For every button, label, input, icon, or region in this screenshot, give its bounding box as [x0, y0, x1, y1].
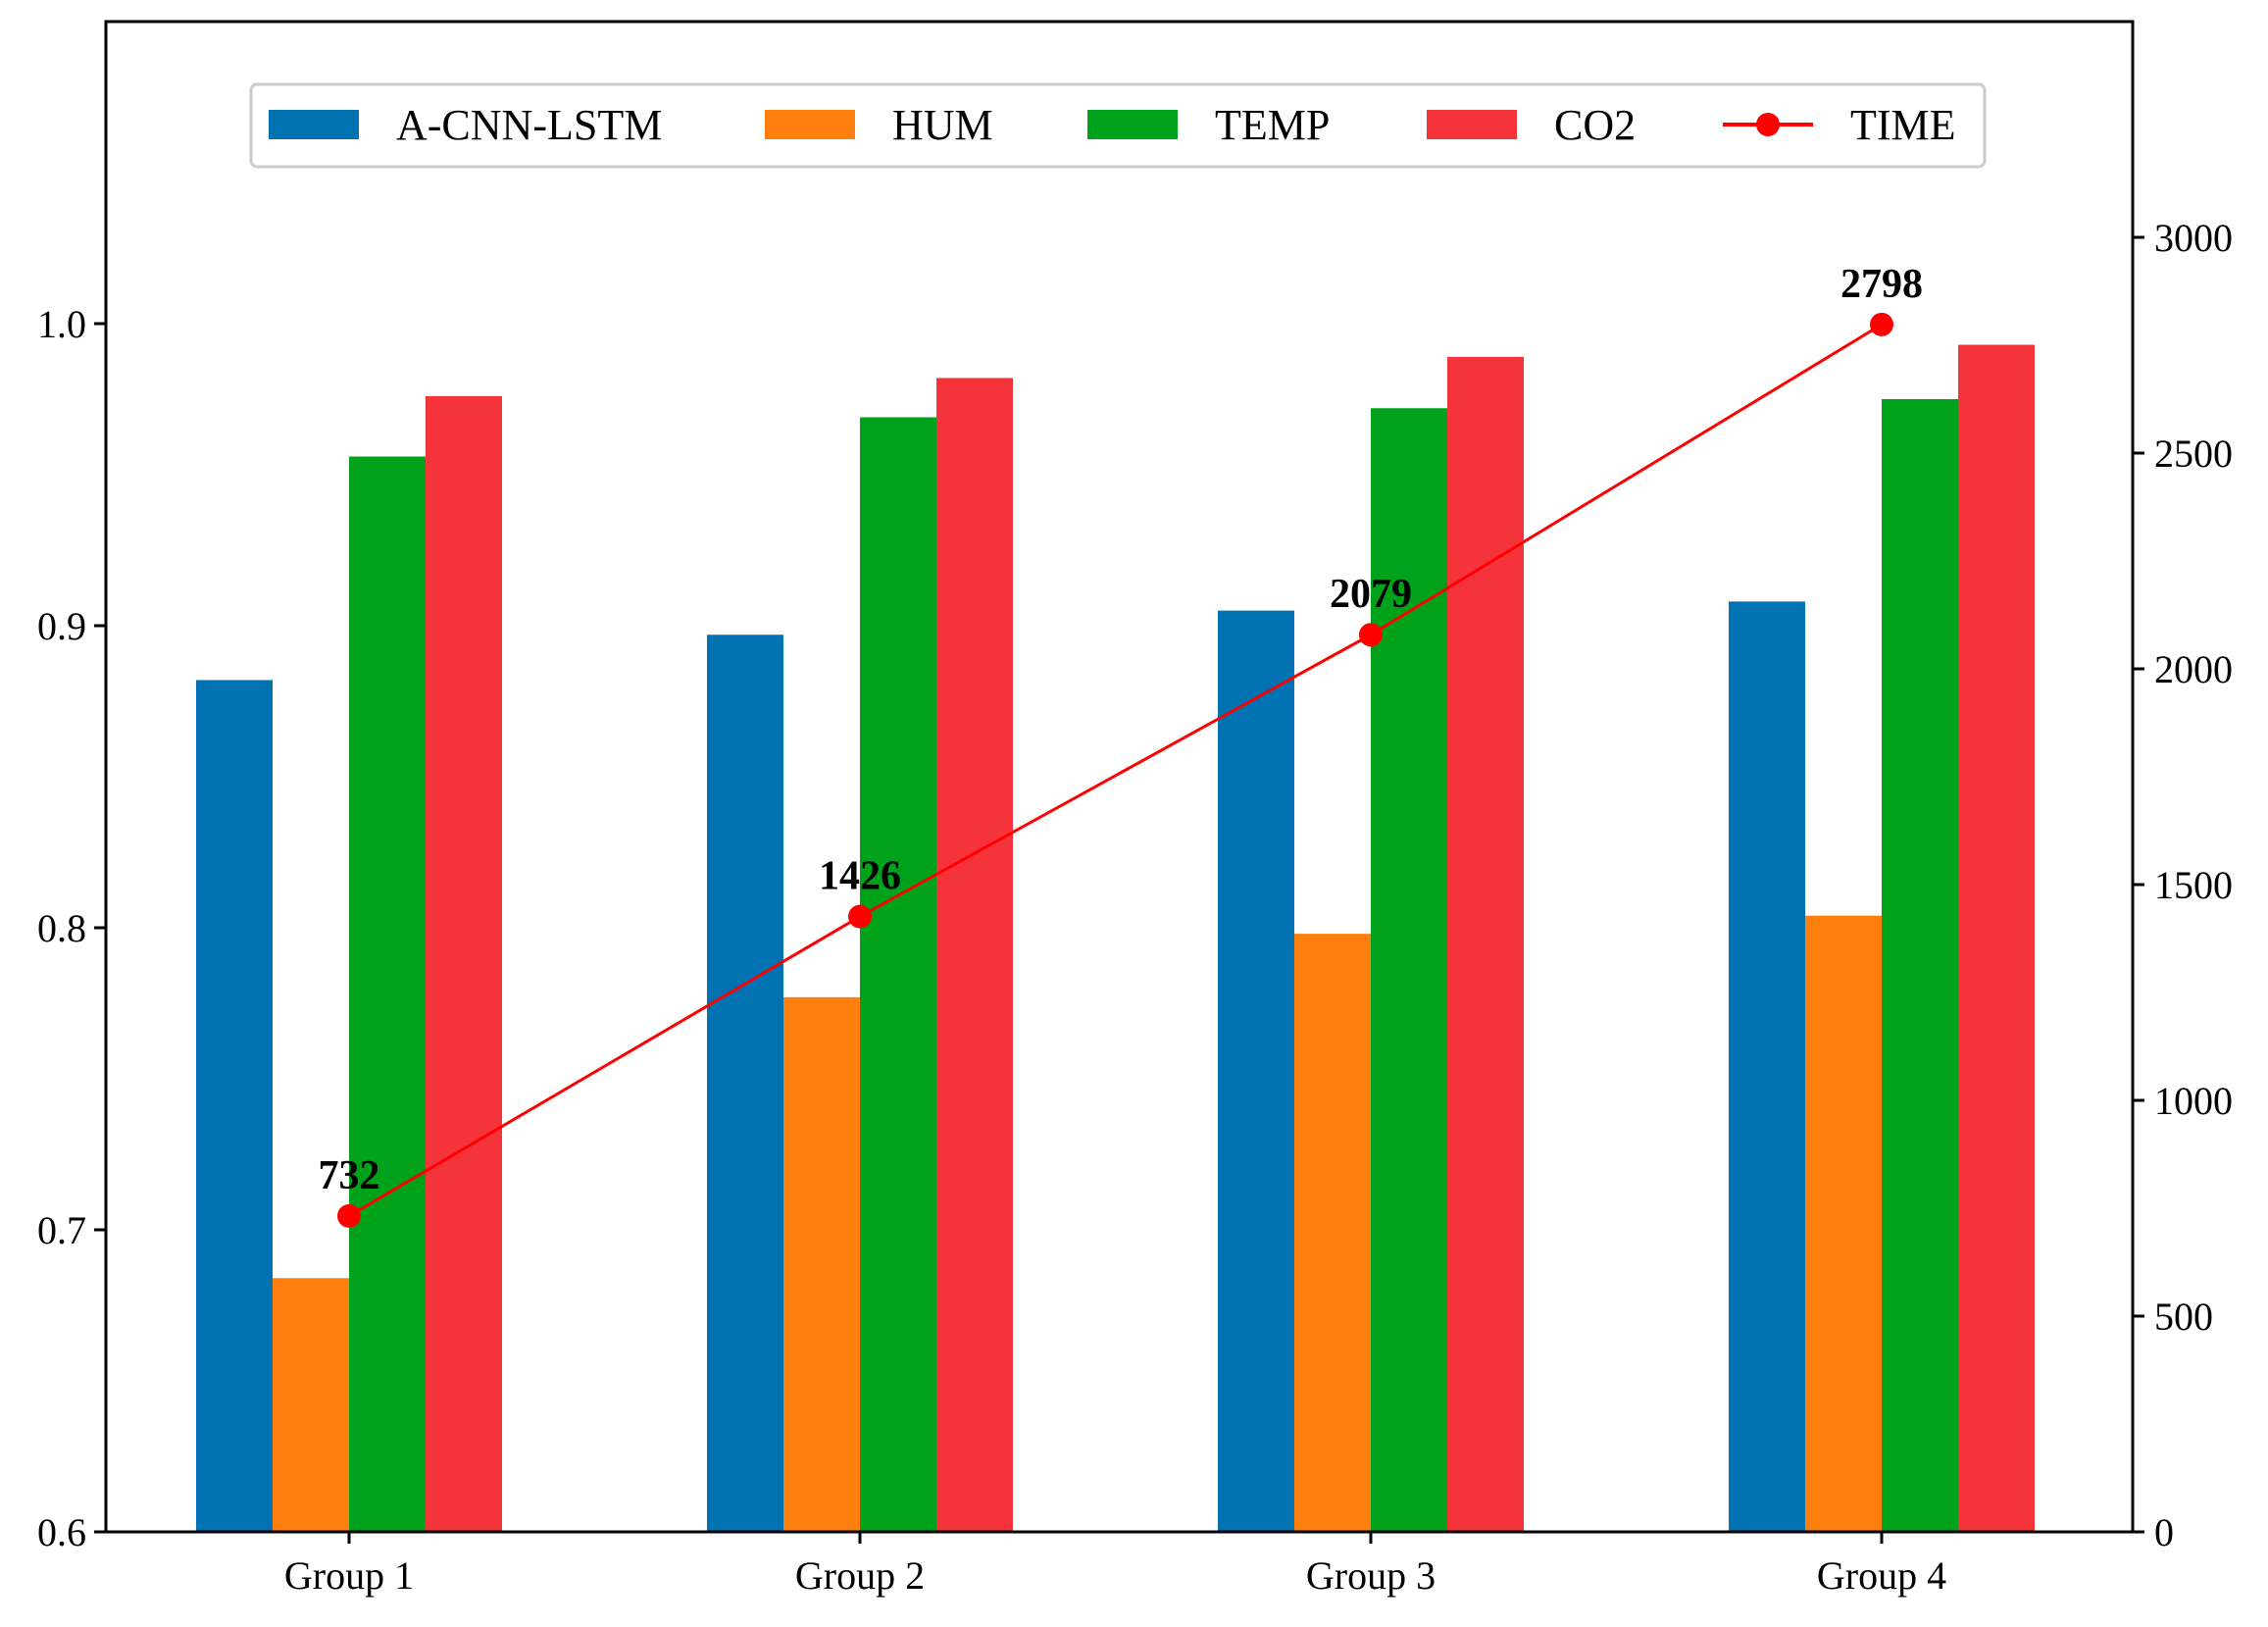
- x-tick-label: Group 2: [795, 1553, 925, 1598]
- bar-a-cnn-lstm-group-4: [1729, 601, 1805, 1532]
- legend-swatch-a-cnn-lstm: [269, 110, 359, 139]
- right-y-tick-label: 1000: [2154, 1079, 2233, 1123]
- time-line: [348, 323, 1883, 1218]
- right-y-tick-label: 500: [2154, 1295, 2213, 1339]
- bar-co2-group-4: [1958, 344, 2035, 1532]
- bar-hum-group-4: [1805, 915, 1882, 1532]
- bar-co2-group-2: [936, 378, 1013, 1533]
- bar-co2-group-1: [426, 395, 502, 1532]
- right-y-tick-label: 1500: [2154, 863, 2233, 907]
- right-y-tick-label: 2500: [2154, 432, 2233, 476]
- left-y-tick-label: 0.7: [37, 1208, 86, 1252]
- bar-temp-group-2: [860, 417, 936, 1533]
- bar-hum-group-1: [273, 1278, 349, 1532]
- bar-hum-group-2: [783, 996, 860, 1532]
- time-data-label-group-3: 2079: [1330, 572, 1412, 617]
- bar-temp-group-4: [1882, 399, 1958, 1532]
- time-data-label-group-4: 2798: [1840, 262, 1923, 307]
- legend-swatch-co2: [1427, 110, 1517, 139]
- legend-label-co2: CO2: [1554, 101, 1636, 149]
- bar-co2-group-3: [1447, 356, 1524, 1532]
- bar-a-cnn-lstm-group-1: [196, 680, 273, 1532]
- bars-layer: [196, 344, 2035, 1533]
- x-tick-label: Group 3: [1306, 1553, 1436, 1598]
- left-y-tick-label: 0.6: [37, 1510, 86, 1554]
- legend-label-time: TIME: [1850, 101, 1956, 149]
- legend-label-a-cnn-lstm: A-CNN-LSTM: [396, 101, 662, 149]
- legend-swatch-temp: [1087, 110, 1178, 139]
- legend-label-hum: HUM: [892, 101, 993, 149]
- axes-layer: 0.6 0.7 0.8 0.9 1.0 0 500 1000 1500 2000 2500 3000 G…: [37, 216, 2233, 1598]
- left-y-tick-label: 0.8: [37, 906, 86, 950]
- time-data-label-group-2: 1426: [819, 854, 901, 899]
- legend-marker-time: [1756, 113, 1780, 136]
- legend: A-CNN-LSTM HUM TEMP CO2 TIME: [249, 82, 1987, 169]
- time-data-label-group-1: 732: [319, 1153, 380, 1198]
- right-y-tick-label: 3000: [2154, 216, 2233, 260]
- bar-hum-group-3: [1294, 934, 1371, 1532]
- legend-label-temp: TEMP: [1215, 101, 1330, 149]
- bar-a-cnn-lstm-group-2: [707, 635, 783, 1532]
- time-point-group-2: [848, 904, 872, 929]
- x-tick-label: Group 4: [1817, 1553, 1946, 1598]
- x-tick-label: Group 1: [284, 1553, 414, 1598]
- legend-swatch-hum: [765, 110, 855, 139]
- bar-temp-group-1: [349, 456, 426, 1532]
- bar-a-cnn-lstm-group-3: [1218, 610, 1294, 1532]
- plot-frame: [104, 20, 2135, 1534]
- time-point-group-4: [1870, 312, 1893, 336]
- left-y-tick-label: 0.9: [37, 604, 86, 648]
- right-y-tick-label: 0: [2154, 1510, 2174, 1554]
- left-y-tick-label: 1.0: [37, 302, 86, 346]
- right-y-tick-label: 2000: [2154, 647, 2233, 691]
- time-point-group-1: [337, 1203, 361, 1228]
- time-line-layer: 732 1426 2079 2798: [319, 262, 1923, 1228]
- time-point-group-3: [1359, 623, 1383, 647]
